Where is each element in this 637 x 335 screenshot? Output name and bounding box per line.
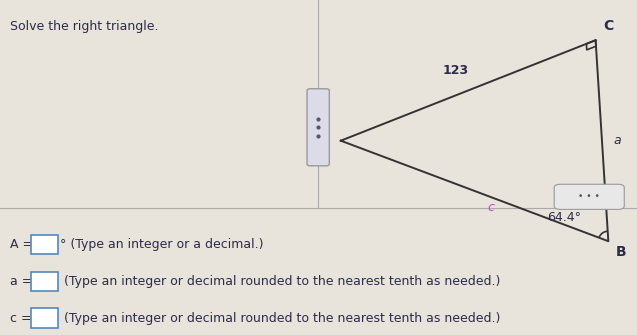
Text: • • •: • • • bbox=[578, 192, 600, 201]
FancyBboxPatch shape bbox=[554, 184, 624, 209]
Text: c =: c = bbox=[10, 312, 35, 325]
Text: 64.4°: 64.4° bbox=[547, 211, 581, 224]
FancyBboxPatch shape bbox=[31, 234, 58, 255]
Text: B: B bbox=[616, 245, 627, 259]
Text: Solve the right triangle.: Solve the right triangle. bbox=[10, 20, 158, 33]
FancyBboxPatch shape bbox=[31, 271, 58, 291]
Text: a: a bbox=[613, 134, 621, 147]
FancyBboxPatch shape bbox=[307, 89, 329, 166]
Text: A: A bbox=[316, 134, 327, 148]
Text: (Type an integer or decimal rounded to the nearest tenth as needed.): (Type an integer or decimal rounded to t… bbox=[60, 275, 500, 288]
Text: 123: 123 bbox=[442, 64, 469, 77]
Text: (Type an integer or decimal rounded to the nearest tenth as needed.): (Type an integer or decimal rounded to t… bbox=[60, 312, 500, 325]
Text: a =: a = bbox=[10, 275, 36, 288]
Text: ° (Type an integer or a decimal.): ° (Type an integer or a decimal.) bbox=[60, 238, 263, 251]
Text: A =: A = bbox=[10, 238, 37, 251]
FancyBboxPatch shape bbox=[31, 308, 58, 328]
Bar bbox=[0, 208, 637, 335]
Text: C: C bbox=[603, 19, 613, 34]
Text: c: c bbox=[487, 201, 494, 214]
